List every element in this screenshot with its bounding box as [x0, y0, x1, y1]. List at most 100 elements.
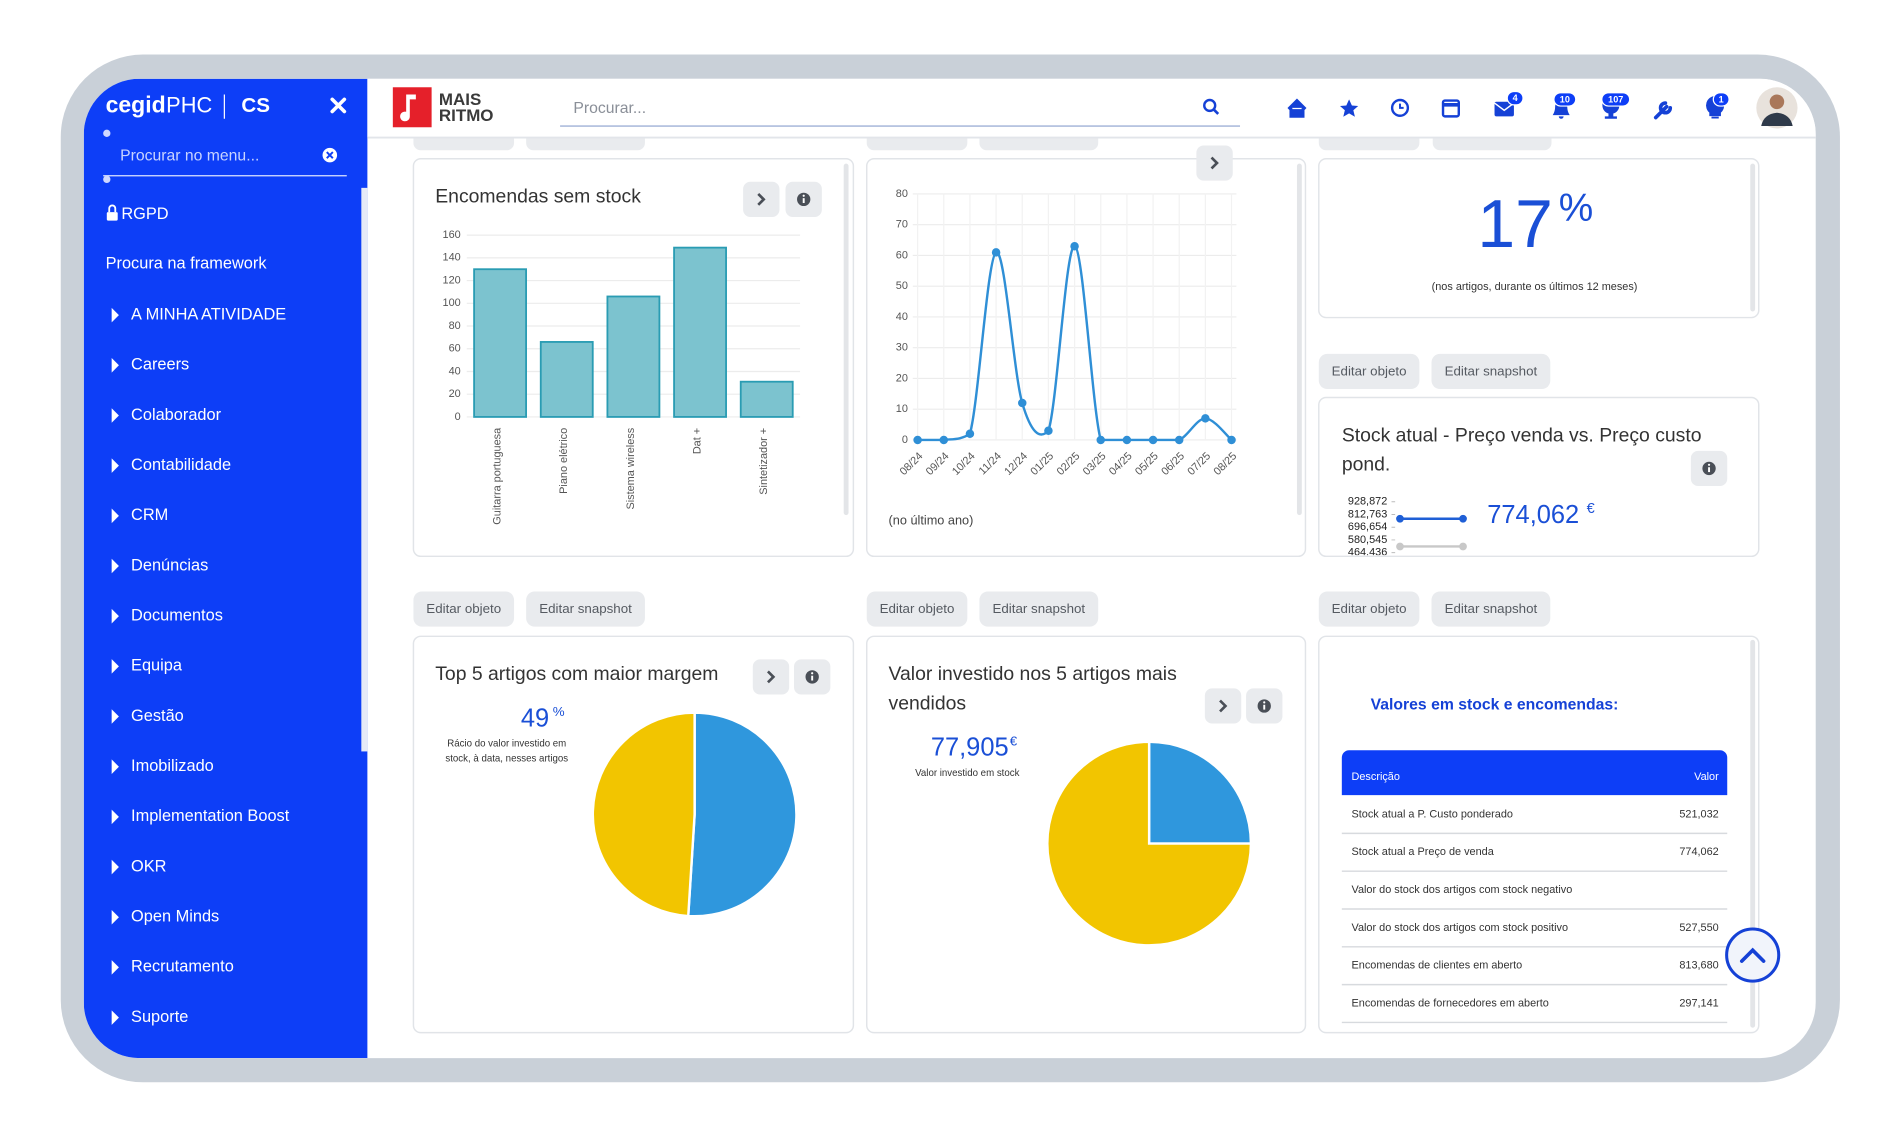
edit-button[interactable]	[1431, 591, 1551, 627]
edit-button-label: Editar objeto	[880, 601, 955, 616]
open-button[interactable]	[1196, 145, 1233, 181]
edit-button[interactable]	[979, 591, 1099, 627]
menu-caret	[111, 859, 119, 875]
edit-button-label: Editar objeto	[1332, 601, 1407, 616]
menu-item[interactable]: Documentos	[131, 607, 223, 625]
chevron-icon	[767, 670, 776, 684]
menu-caret	[111, 1010, 119, 1025]
calendar-icon[interactable]	[1441, 99, 1460, 118]
menu-item[interactable]: Contabilidade	[131, 456, 231, 474]
menu-caret	[111, 558, 119, 574]
y-tick-label: 80	[449, 320, 461, 332]
kpi-value: 77,905	[931, 734, 1009, 762]
card-scrollbar	[843, 163, 849, 516]
kpi-note: (nos artigos, durante os últimos 12 mese…	[1432, 281, 1638, 293]
badge-count: 1	[1719, 94, 1724, 104]
pie-slice	[591, 711, 696, 918]
menu-caret	[111, 759, 119, 774]
home-icon[interactable]	[1287, 98, 1307, 118]
menu-dot	[103, 129, 111, 137]
y-tick-label: 100	[443, 297, 461, 309]
line-point	[1148, 435, 1158, 445]
wrench-icon[interactable]	[1653, 101, 1673, 120]
edit-button[interactable]	[413, 591, 515, 627]
sparkline-point	[1459, 542, 1467, 551]
menu-item[interactable]: Imobilizado	[131, 757, 214, 775]
table-cell: Valor do stock dos artigos com stock neg…	[1352, 884, 1573, 896]
menu-item[interactable]: CRM	[131, 506, 168, 524]
badge	[1506, 90, 1524, 106]
edit-button-label: Editar snapshot	[1445, 364, 1538, 379]
line-point	[965, 429, 975, 439]
y-tick-label: 50	[896, 280, 908, 292]
menu-item[interactable]: Suporte	[131, 1008, 188, 1026]
edit-button[interactable]	[1318, 353, 1420, 390]
menu-item[interactable]: A MINHA ATIVIDADE	[131, 305, 286, 323]
kpi-caption: Rácio do valor investido em	[447, 739, 566, 750]
menu-caret	[111, 408, 119, 423]
search-icon[interactable]	[1203, 98, 1217, 113]
line-point	[1227, 435, 1236, 445]
sidebar-link[interactable]: RGPD	[121, 205, 168, 223]
widget-card	[1318, 635, 1760, 1034]
kpi-unit: %	[1559, 187, 1593, 230]
open-button[interactable]	[1204, 688, 1242, 724]
menu-item[interactable]: Gestão	[131, 707, 184, 725]
avatar-body	[1761, 112, 1793, 127]
close-icon[interactable]	[330, 97, 347, 114]
y-tick-label: 120	[443, 274, 461, 286]
clock-icon[interactable]	[1390, 98, 1410, 117]
edit-button[interactable]	[866, 591, 968, 627]
star-icon[interactable]	[1340, 99, 1359, 117]
menu-caret	[111, 508, 119, 524]
open-button[interactable]	[743, 181, 780, 217]
edit-button[interactable]	[1431, 353, 1551, 390]
scroll-top-button[interactable]	[1725, 927, 1781, 983]
sidebar-scrollbar	[361, 187, 368, 752]
bar	[473, 268, 527, 418]
menu-item[interactable]: Colaborador	[131, 406, 222, 424]
menu-search-placeholder: Procurar no menu...	[120, 148, 259, 165]
edit-button[interactable]	[1318, 591, 1420, 627]
x-tick-label: Sintetizador +	[758, 428, 770, 495]
y-tick-label: 20	[896, 372, 908, 384]
table-cell: 521,032	[1679, 808, 1718, 820]
avatar-head	[1769, 94, 1785, 110]
menu-item[interactable]: OKR	[131, 857, 167, 875]
menu-caret	[111, 458, 119, 473]
widget-title: Top 5 artigos com maior margem	[435, 663, 718, 685]
menu-item[interactable]: Careers	[131, 356, 189, 374]
app: cegid PHC CS Procurar no menu... RGPD Procura…	[83, 78, 1816, 1059]
pie-slice	[1046, 740, 1253, 947]
y-tick-label: 140	[443, 252, 461, 264]
badge-count: 10	[1560, 94, 1570, 104]
brand: cegid	[106, 92, 166, 118]
line-point	[913, 435, 922, 445]
mail-icon[interactable]	[1494, 101, 1514, 117]
edit-button-label: Editar snapshot	[993, 601, 1086, 616]
y-tick-label: 20	[449, 388, 461, 400]
y-tick-label: 464,436	[1348, 547, 1387, 559]
widget-card	[865, 158, 1307, 558]
sparkline-point	[1396, 514, 1404, 523]
bar	[739, 380, 794, 418]
edit-button[interactable]	[526, 591, 645, 627]
company: CS	[241, 94, 270, 117]
menu-item[interactable]: Implementation Boost	[131, 807, 290, 825]
search-placeholder: Procurar...	[573, 100, 646, 117]
scroll-top-chevron	[1739, 947, 1766, 963]
edit-button-label: Editar snapshot	[1445, 601, 1538, 616]
menu-item[interactable]: Recrutamento	[131, 958, 234, 976]
logo-note	[400, 94, 416, 122]
badge	[1553, 92, 1577, 107]
open-button[interactable]	[752, 659, 790, 695]
sidebar-link[interactable]: Procura na framework	[106, 255, 268, 273]
menu-dot	[103, 175, 111, 184]
y-tick-label: 0	[455, 411, 461, 423]
product: PHC	[166, 92, 212, 117]
menu-item[interactable]: Denúncias	[131, 556, 208, 574]
menu-item[interactable]: Open Minds	[131, 908, 219, 926]
menu-item[interactable]: Equipa	[131, 657, 183, 675]
